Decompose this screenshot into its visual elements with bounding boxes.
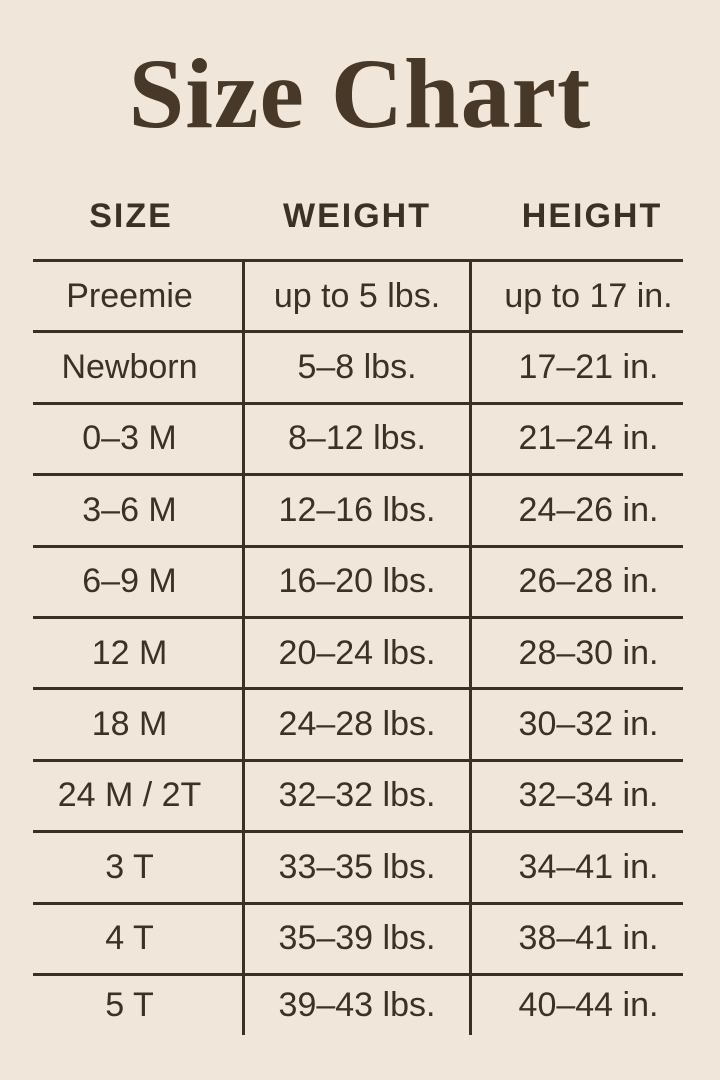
table-row: 3–6 M 12–16 lbs. 24–26 in. <box>33 473 683 545</box>
table-row: 5 T 39–43 lbs. 40–44 in. <box>33 972 683 1035</box>
table-cell: 5 T <box>105 985 154 1024</box>
table-cell: 34–41 in. <box>518 847 659 886</box>
table-cell: 30–32 in. <box>518 705 659 744</box>
table-cell: 18 M <box>91 705 168 744</box>
table-cell: 28–30 in. <box>518 633 659 672</box>
table-cell: 0–3 M <box>82 419 177 458</box>
table-cell: 35–39 lbs. <box>242 904 472 973</box>
size-table: Preemie up to 5 lbs. up to 17 in. Newborn 5–… <box>33 259 683 1035</box>
table-cell: 5–8 lbs. <box>242 333 472 402</box>
table-cell: 39–43 lbs. <box>242 975 472 1035</box>
column-header-weight: WEIGHT <box>283 197 431 235</box>
table-cell: 24–28 lbs. <box>242 690 472 759</box>
table-cell: 8–12 lbs. <box>242 404 472 474</box>
table-cell: 26–28 in. <box>518 562 659 601</box>
table-cell: 20–24 lbs. <box>242 618 472 688</box>
table-row: 18 M 24–28 lbs. 30–32 in. <box>33 687 683 759</box>
table-cell: 3 T <box>105 847 154 886</box>
table-cell: 6–9 M <box>82 562 177 601</box>
table-cell: up to 5 lbs. <box>242 262 472 331</box>
table-cell: 4 T <box>105 919 154 958</box>
table-row: 0–3 M 8–12 lbs. 21–24 in. <box>33 401 683 474</box>
table-cell: 12 M <box>91 633 168 672</box>
table-cell: up to 17 in. <box>504 276 673 315</box>
table-cell: 21–24 in. <box>518 419 659 458</box>
table-cell: 24 M / 2T <box>57 776 202 815</box>
column-header-size: SIZE <box>89 197 173 235</box>
page-title: Size Chart <box>128 38 592 149</box>
table-cell: Newborn <box>61 348 198 387</box>
table-cell: Preemie <box>66 276 193 315</box>
table-row: Preemie up to 5 lbs. up to 17 in. <box>33 259 683 331</box>
table-cell: 32–32 lbs. <box>242 761 472 831</box>
table-cell: 38–41 in. <box>518 919 659 958</box>
table-row: 3 T 33–35 lbs. 34–41 in. <box>33 830 683 902</box>
table-row: 6–9 M 16–20 lbs. 26–28 in. <box>33 544 683 616</box>
table-cell: 33–35 lbs. <box>242 833 472 902</box>
table-row: 24 M / 2T 32–32 lbs. 32–34 in. <box>33 758 683 831</box>
table-cell: 40–44 in. <box>518 985 659 1024</box>
table-cell: 17–21 in. <box>518 348 659 387</box>
table-row: 4 T 35–39 lbs. 38–41 in. <box>33 901 683 973</box>
column-header-height: HEIGHT <box>521 197 663 235</box>
table-cell: 24–26 in. <box>518 490 659 529</box>
table-cell: 32–34 in. <box>518 776 659 815</box>
table-cell: 16–20 lbs. <box>242 547 472 616</box>
table-row: Newborn 5–8 lbs. 17–21 in. <box>33 330 683 402</box>
table-cell: 12–16 lbs. <box>242 476 472 545</box>
table-cell: 3–6 M <box>82 490 177 529</box>
table-row: 12 M 20–24 lbs. 28–30 in. <box>33 615 683 688</box>
